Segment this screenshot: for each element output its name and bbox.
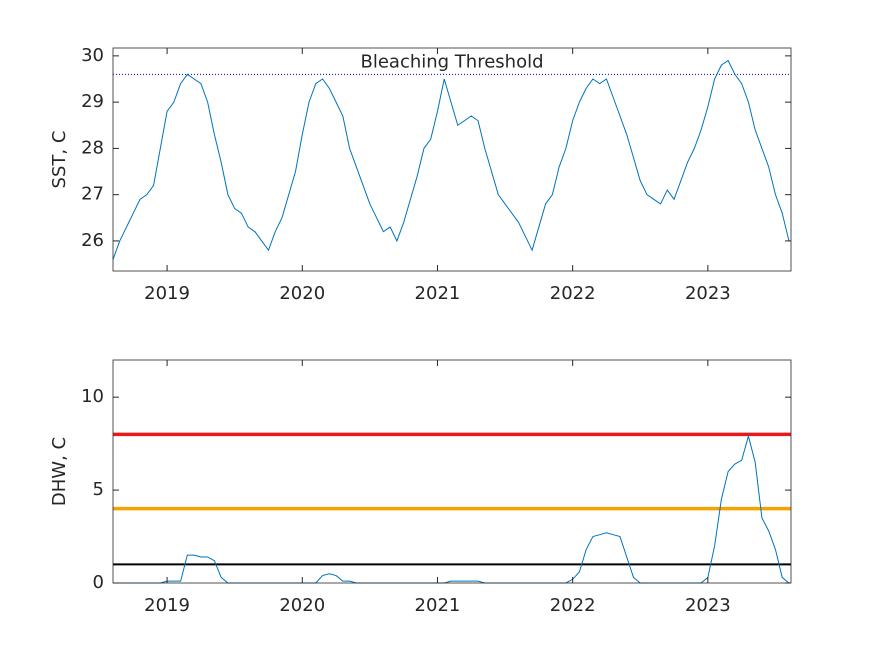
y-tick-label: 5: [93, 479, 104, 500]
x-tick-label: 2021: [415, 595, 461, 616]
y-tick-label: 26: [81, 230, 104, 251]
x-tick-label: 2022: [550, 283, 596, 304]
y-tick-label: 30: [81, 45, 104, 66]
x-tick-label: 2023: [685, 595, 731, 616]
annotation: Bleaching Threshold: [360, 51, 543, 72]
y-tick-label: 0: [93, 572, 104, 593]
y-tick-label: 29: [81, 91, 104, 112]
y-tick-label: 10: [81, 386, 104, 407]
y-tick-label: 27: [81, 184, 104, 205]
axes-background: [113, 48, 791, 271]
x-tick-label: 2023: [685, 283, 731, 304]
x-tick-label: 2020: [279, 283, 325, 304]
x-tick-label: 2022: [550, 595, 596, 616]
x-tick-label: 2021: [415, 283, 461, 304]
axes-box: [112, 359, 792, 584]
x-tick-label: 2019: [144, 595, 190, 616]
x-tick-label: 2019: [144, 283, 190, 304]
axes-background: [113, 360, 791, 583]
data-line: [112, 59, 790, 260]
y-axis-label: SST, C: [49, 131, 70, 189]
x-tick-label: 2020: [279, 595, 325, 616]
y-axis-label: DHW, C: [49, 437, 70, 506]
y-tick-label: 28: [81, 137, 104, 158]
axes-box: [112, 47, 792, 272]
